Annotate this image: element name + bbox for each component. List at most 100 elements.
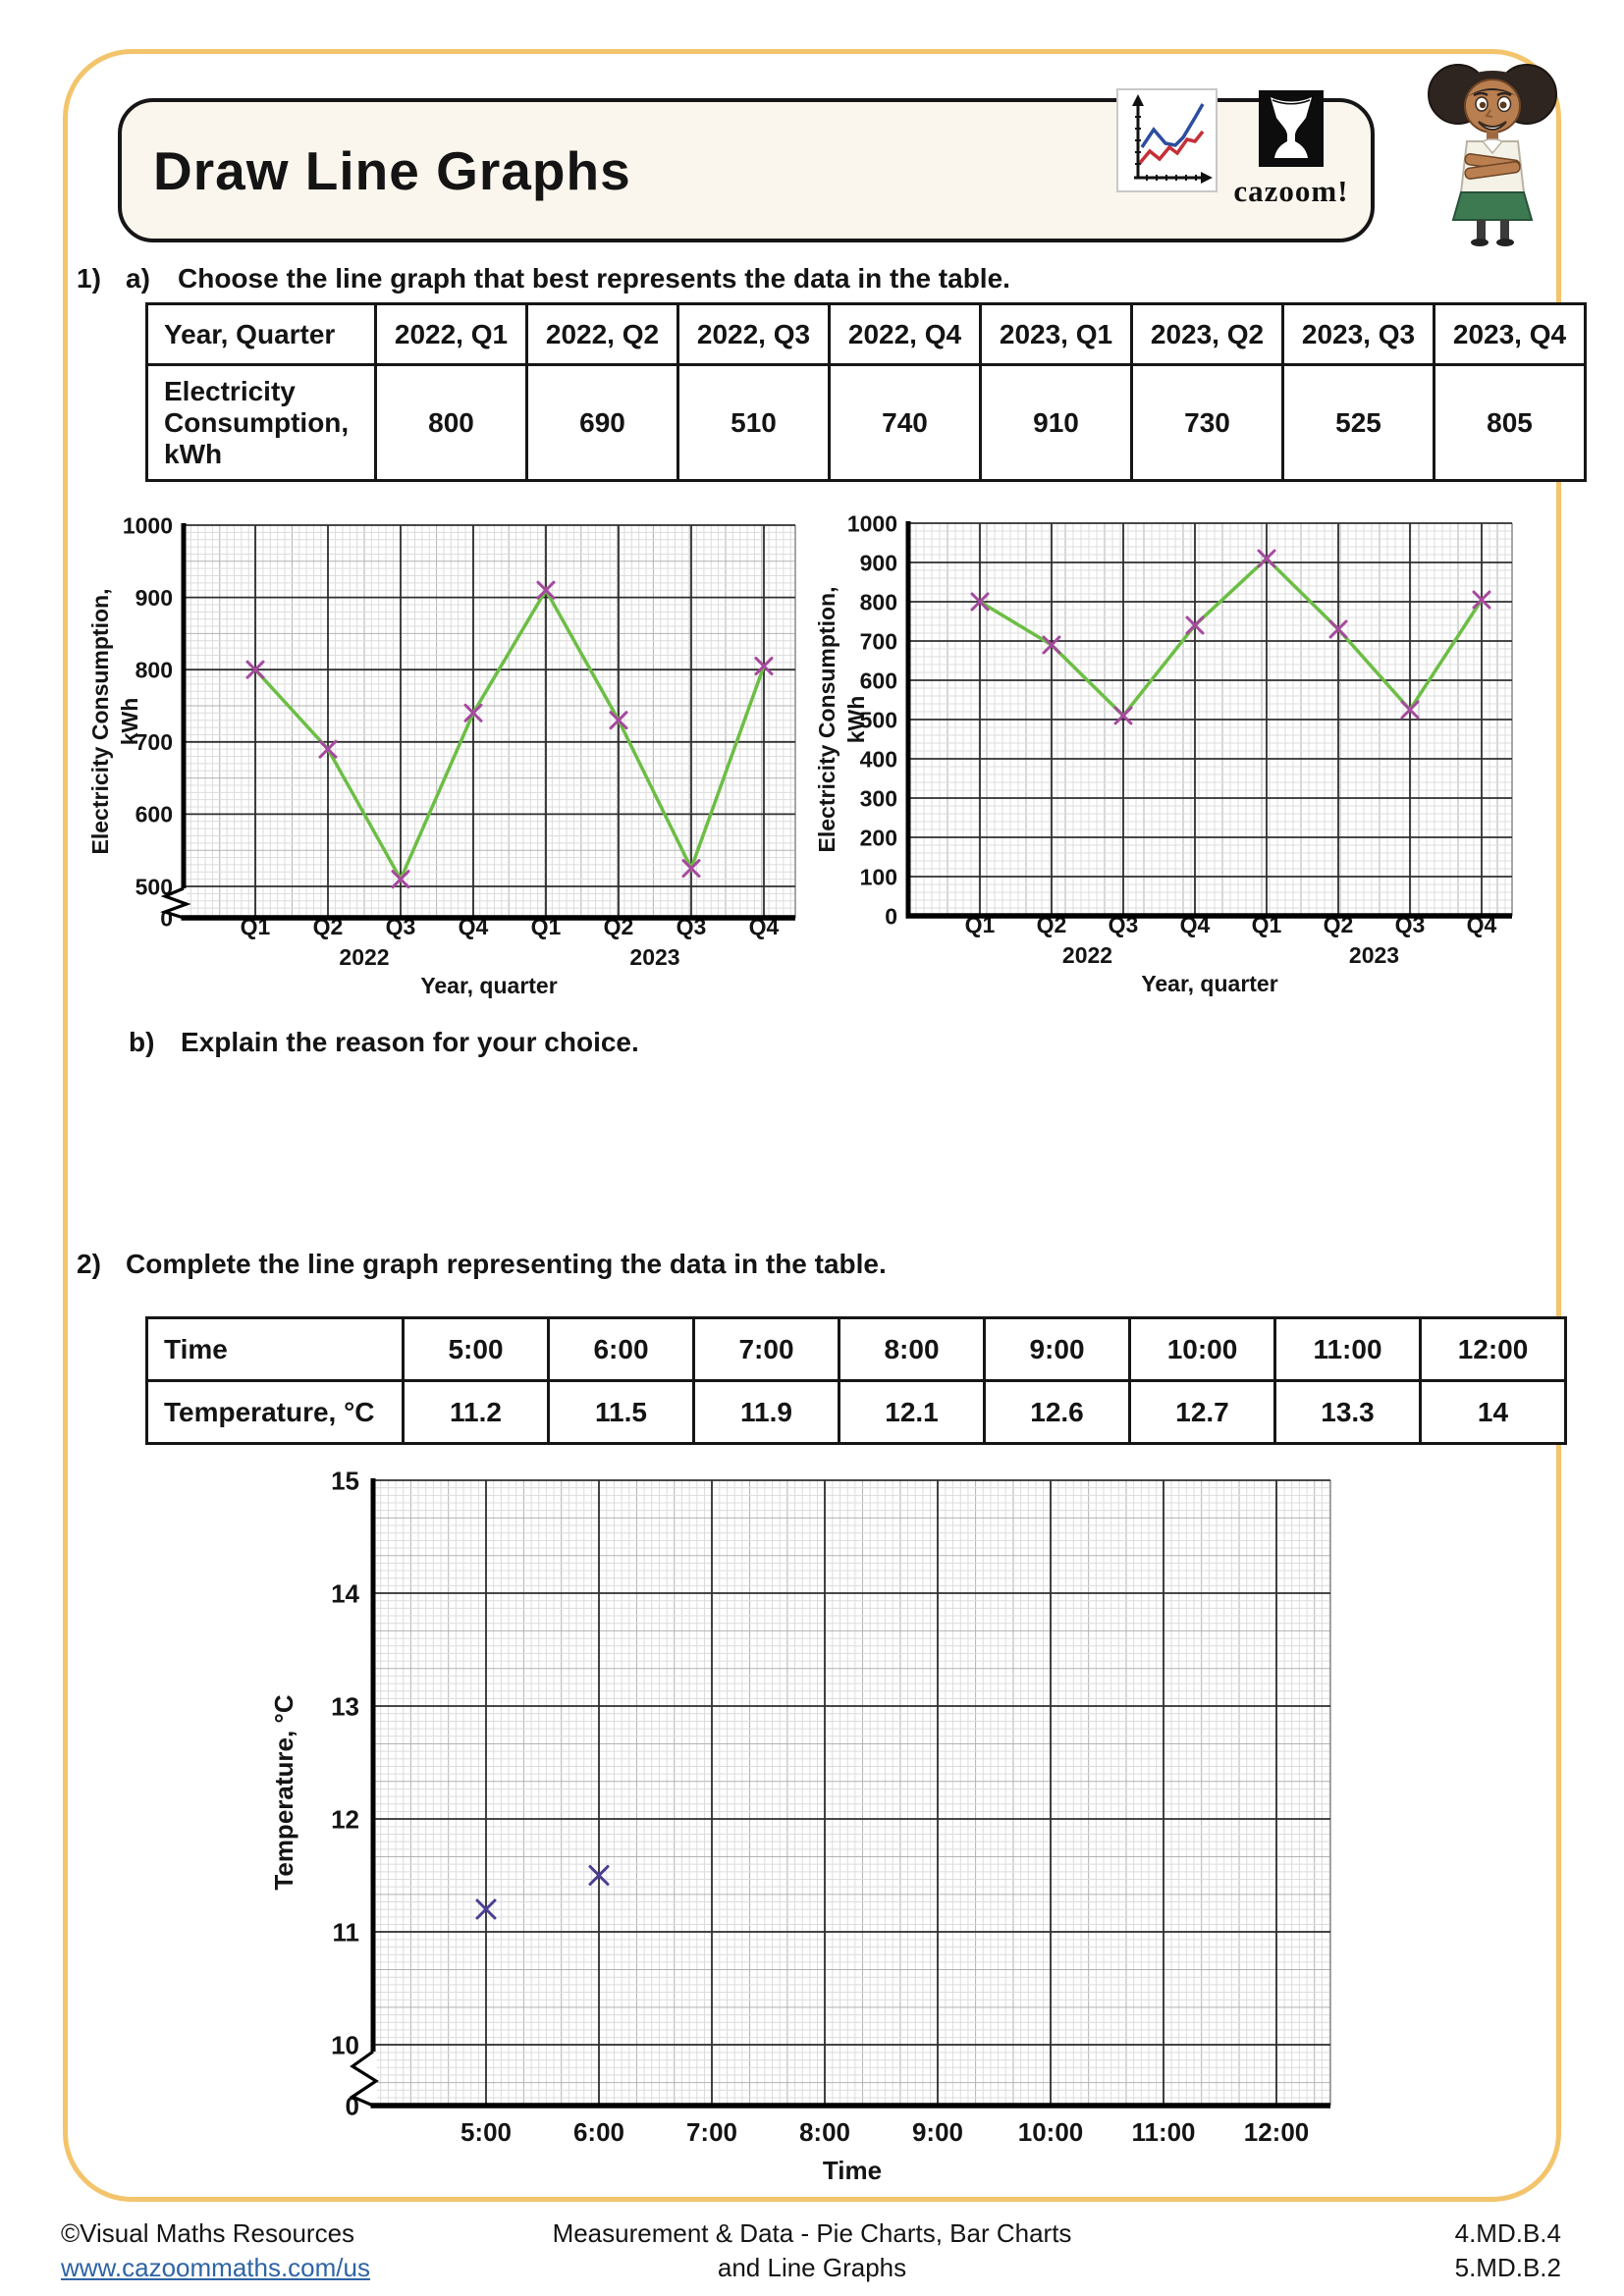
svg-text:13: 13 [331, 1691, 359, 1721]
copyright-text: ©Visual Maths Resources [61, 2218, 355, 2248]
axes [349, 1478, 1330, 2109]
svg-text:300: 300 [860, 785, 897, 811]
temperature-table: Time 5:00 6:00 7:00 8:00 9:00 10:00 11:00 12:00 T… [145, 1316, 1567, 1445]
table-cell: 2023, Q2 [1130, 302, 1284, 366]
table-cell: 2022, Q2 [525, 302, 679, 366]
table-cell: 13.3 [1273, 1379, 1422, 1445]
data-point-marker [475, 1898, 497, 1920]
table-cell: 12.6 [983, 1379, 1131, 1445]
question-1a: 1) a) Choose the line graph that best re… [77, 263, 1010, 294]
table-cell: 11:00 [1273, 1316, 1422, 1382]
topic-line-1: Measurement & Data - Pie Charts, Bar Cha… [552, 2218, 1072, 2248]
table-row: Electricity Consumption, kWh 800 690 510 740… [145, 363, 1587, 482]
question-text: Explain the reason for your choice. [181, 1027, 639, 1057]
cazoom-website-link[interactable]: www.cazoommaths.com/us [61, 2253, 370, 2282]
temperature-line-graph: 15 14 13 12 11 10 5:00 6:00 7:00 8:00 9:00 10:00 11:… [269, 1466, 1331, 2185]
data-line [253, 586, 766, 883]
svg-text:Time: Time [823, 2156, 882, 2185]
svg-text:2023: 2023 [1349, 942, 1399, 968]
question-2: 2) Complete the line graph representing … [77, 1249, 887, 1280]
svg-text:10: 10 [331, 2030, 359, 2059]
brand-name: cazoom! [1233, 174, 1349, 208]
data-point-marker [1257, 549, 1276, 568]
question-text: Choose the line graph that best represen… [178, 263, 1010, 294]
data-point-marker [1472, 590, 1491, 610]
svg-text:6:00: 6:00 [573, 2117, 624, 2147]
svg-text:Electricity Consumption,: Electricity Consumption, [814, 587, 839, 853]
table-cell: 2023, Q1 [979, 302, 1133, 366]
svg-text:9:00: 9:00 [912, 2117, 963, 2147]
table-cell: 14 [1419, 1379, 1567, 1445]
table-cell: 5:00 [402, 1316, 550, 1382]
svg-text:900: 900 [860, 550, 897, 575]
svg-text:Electricity Consumption,: Electricity Consumption, [87, 589, 113, 855]
data-point-marker [536, 580, 556, 600]
svg-text:700: 700 [860, 628, 897, 654]
grid [373, 1480, 1331, 2106]
page-title: Draw Line Graphs [153, 139, 631, 201]
table-cell: 8:00 [838, 1316, 986, 1382]
svg-text:2023: 2023 [629, 944, 679, 970]
table-cell: 2023, Q3 [1281, 302, 1435, 366]
table-cell: 2022, Q1 [374, 302, 528, 366]
data-point-marker [681, 859, 701, 879]
svg-text:1000: 1000 [847, 510, 897, 536]
row-label: Time [145, 1316, 405, 1382]
footer-topic-block: Measurement & Data - Pie Charts, Bar Cha… [0, 2216, 1624, 2285]
data-point-marker [588, 1865, 610, 1886]
electricity-consumption-table: Year, Quarter 2022, Q1 2022, Q2 2022, Q3 202… [145, 302, 1587, 482]
svg-text:5:00: 5:00 [460, 2117, 512, 2147]
axes [905, 521, 1512, 919]
data-point-marker [1328, 619, 1348, 639]
question-number: 2) [77, 1249, 101, 1279]
data-point-marker [1185, 615, 1205, 635]
table-cell: 2023, Q4 [1433, 302, 1587, 366]
footer-standards-block: 4.MD.B.4 5.MD.B.2 [1455, 2216, 1561, 2285]
svg-text:11:00: 11:00 [1131, 2117, 1195, 2147]
data-point-marker [609, 711, 628, 730]
svg-text:Year, quarter: Year, quarter [1141, 971, 1277, 996]
data-point-marker [1400, 700, 1420, 720]
table-row: Temperature, °C 11.2 11.5 11.9 12.1 12.6 12.7 1… [145, 1379, 1567, 1445]
data-point-marker [970, 592, 990, 612]
svg-text:kWh: kWh [843, 696, 869, 744]
svg-text:10:00: 10:00 [1018, 2117, 1084, 2147]
data-point-marker [754, 657, 774, 676]
data-series [970, 549, 1491, 725]
table-cell: 6:00 [547, 1316, 695, 1382]
svg-text:900: 900 [135, 585, 173, 611]
student-character-illustration [1428, 64, 1557, 246]
table-cell: 690 [525, 363, 679, 482]
row-label: Temperature, °C [145, 1379, 405, 1445]
cazoom-logo: cazoom! [1227, 90, 1355, 208]
grid [184, 525, 796, 918]
table-cell: 510 [677, 363, 831, 482]
table-cell: 2022, Q4 [828, 302, 982, 366]
table-cell: 9:00 [983, 1316, 1131, 1382]
major-gridlines-and-ticks: 15 14 13 12 11 10 5:00 6:00 7:00 8:00 9:00 10:00 11:… [331, 1466, 1330, 2147]
svg-text:12:00: 12:00 [1244, 2117, 1310, 2147]
svg-text:15: 15 [331, 1466, 359, 1495]
table-cell: 12:00 [1419, 1316, 1567, 1382]
table-cell: 910 [979, 363, 1133, 482]
svg-text:14: 14 [331, 1578, 359, 1608]
table-cell: 2022, Q3 [677, 302, 831, 366]
table-cell: 12.1 [838, 1379, 986, 1445]
drum-icon [1259, 90, 1324, 167]
svg-text:400: 400 [860, 746, 897, 772]
table-cell: 10:00 [1128, 1316, 1276, 1382]
table-row: Time 5:00 6:00 7:00 8:00 9:00 10:00 11:00 12:00 [145, 1316, 1567, 1382]
line-graph-icon [1116, 88, 1218, 192]
svg-text:800: 800 [135, 657, 173, 682]
table-cell: 525 [1281, 363, 1435, 482]
question-text: Complete the line graph representing the… [126, 1249, 887, 1279]
topic-line-2: and Line Graphs [717, 2253, 907, 2282]
svg-text:12: 12 [331, 1804, 359, 1834]
svg-text:200: 200 [860, 825, 897, 850]
question-number: 1) [77, 263, 101, 294]
svg-text:11: 11 [333, 1917, 360, 1947]
table-cell: 11.9 [692, 1379, 840, 1445]
